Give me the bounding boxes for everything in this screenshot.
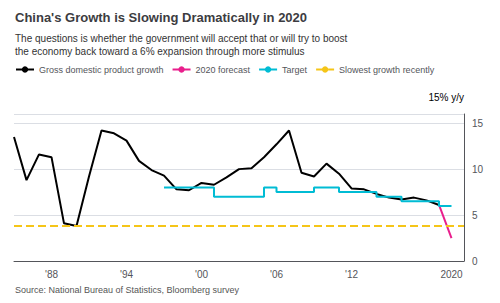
svg-text:Gross domestic product growth: Gross domestic product growth (39, 65, 164, 75)
svg-text:2020 forecast: 2020 forecast (196, 65, 251, 75)
svg-text:'06: '06 (270, 269, 283, 280)
svg-text:Slowest growth recently: Slowest growth recently (339, 65, 435, 75)
svg-text:Target: Target (282, 65, 308, 75)
svg-text:the economy back toward a 6% e: the economy back toward a 6% expansion t… (15, 46, 305, 57)
svg-text:15% y/y: 15% y/y (428, 92, 464, 103)
svg-text:'88: '88 (45, 269, 58, 280)
svg-text:'12: '12 (345, 269, 358, 280)
svg-text:'00: '00 (195, 269, 208, 280)
svg-text:'94: '94 (120, 269, 133, 280)
svg-text:10: 10 (472, 164, 484, 175)
svg-text:15: 15 (472, 118, 484, 129)
svg-text:China's Growth is Slowing Dram: China's Growth is Slowing Dramatically i… (15, 10, 307, 25)
svg-text:The questions is whether the g: The questions is whether the government … (15, 33, 348, 44)
svg-text:0: 0 (472, 256, 478, 267)
svg-text:Source: National Bureau of Sta: Source: National Bureau of Statistics, B… (15, 285, 240, 295)
svg-text:2020: 2020 (440, 269, 463, 280)
svg-text:5: 5 (472, 210, 478, 221)
